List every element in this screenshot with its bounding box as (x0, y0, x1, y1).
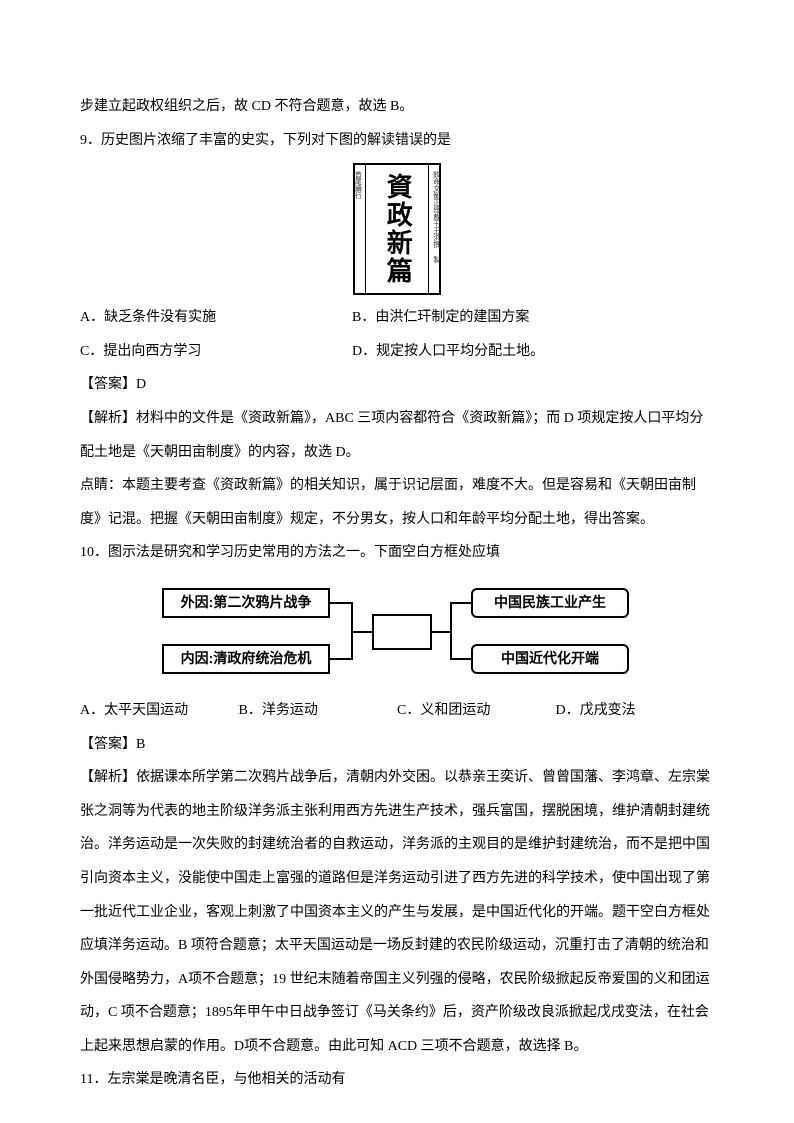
book-right-column: 欽命文衡正總裁干王洪撰 製 (429, 165, 443, 293)
diagram-box-left-bottom: 内因:清政府统治危机 (162, 644, 330, 674)
q9-option-b: B．由洪仁玕制定的建国方案 (352, 301, 714, 335)
q9-explanation-2: 点睛：本题主要考查《资政新篇》的相关知识，属于识记层面，难度不大。但是容易和《天… (80, 469, 714, 536)
q9-option-d: D．规定按人口平均分配土地。 (352, 335, 714, 369)
diagram-connector (351, 631, 372, 633)
diagram-connector (450, 658, 471, 660)
q10-explanation: 【解析】依据课本所学第二次鸦片战争后，清朝内外交困。以恭亲王奕䜣、曾曾国藩、李鸿… (80, 761, 714, 1063)
diagram-box-right-top: 中国民族工业产生 (471, 588, 629, 618)
diagram-connector (432, 631, 451, 633)
diagram-connector (330, 602, 352, 604)
q10-option-d: D．戊戌变法 (556, 694, 715, 728)
q10-choices: A．太平天国运动 B．洋务运动 C．义和团运动 D．戊戌变法 (80, 694, 714, 728)
q10-option-a: A．太平天国运动 (80, 694, 239, 728)
book-left-column: 首尾續行 (351, 165, 365, 293)
diagram-box-center-blank (372, 614, 432, 650)
q9-image-container: 首尾續行 資政新篇 欽命文衡正總裁干王洪撰 製 (80, 157, 714, 301)
q10-stem: 10．图示法是研究和学习历史常用的方法之一。下面空白方框处应填 (80, 536, 714, 570)
book-center-title: 資政新篇 (365, 165, 429, 293)
q9-option-c: C．提出向西方学习 (80, 335, 352, 369)
q10-option-b: B．洋务运动 (239, 694, 398, 728)
q11-stem: 11．左宗棠是晚清名臣，与他相关的活动有 (80, 1063, 714, 1097)
q9-stem: 9．历史图片浓缩了丰富的史实，下列对下图的解读错误的是 (80, 124, 714, 158)
q10-option-c: C．义和团运动 (397, 694, 556, 728)
book-cover-image: 首尾續行 資政新篇 欽命文衡正總裁干王洪撰 製 (353, 163, 441, 295)
q9-option-a: A．缺乏条件没有实施 (80, 301, 352, 335)
q9-choice-row-2: C．提出向西方学习 D．规定按人口平均分配土地。 (80, 335, 714, 369)
diagram-box-left-top: 外因:第二次鸦片战争 (162, 588, 330, 618)
q9-answer: 【答案】D (80, 368, 714, 402)
continuation-paragraph: 步建立起政权组织之后，故 CD 不符合题意，故选 B。 (80, 90, 714, 124)
q10-diagram-container: 外因:第二次鸦片战争 内因:清政府统治危机 中国民族工业产生 中国近代化开端 (80, 570, 714, 694)
q10-diagram: 外因:第二次鸦片战争 内因:清政府统治危机 中国民族工业产生 中国近代化开端 (147, 580, 647, 690)
diagram-connector (450, 602, 452, 660)
diagram-connector (450, 602, 471, 604)
q9-choice-row-1: A．缺乏条件没有实施 B．由洪仁玕制定的建国方案 (80, 301, 714, 335)
q10-answer: 【答案】B (80, 728, 714, 762)
diagram-connector (330, 658, 352, 660)
diagram-box-right-bottom: 中国近代化开端 (471, 644, 629, 674)
q9-explanation-1: 【解析】材料中的文件是《资政新篇》，ABC 三项内容都符合《资政新篇》；而 D … (80, 402, 714, 469)
